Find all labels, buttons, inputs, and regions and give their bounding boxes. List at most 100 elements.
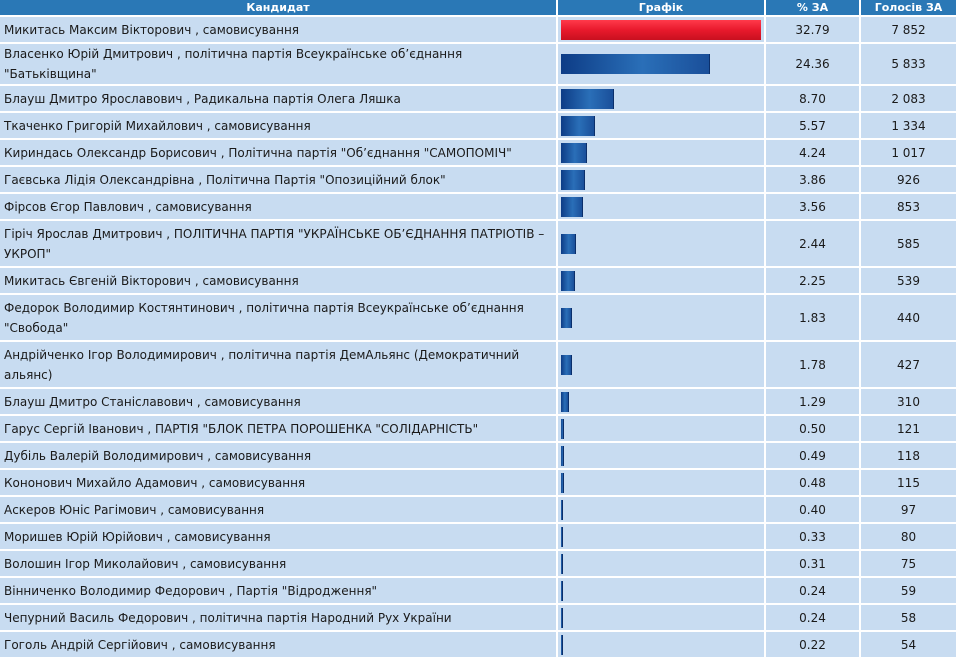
vote-bar xyxy=(561,472,564,493)
vote-bar-cell xyxy=(558,268,764,293)
table-header-row: Кандидат Графік % ЗА Голосів ЗА xyxy=(0,0,956,15)
candidate-name: Гарус Сергій Іванович , ПАРТІЯ "БЛОК ПЕТ… xyxy=(0,416,556,441)
vote-bar-cell xyxy=(558,470,764,495)
table-row: Андрійченко Ігор Володимирович , політич… xyxy=(0,342,956,387)
table-row: Блауш Дмитро Ярославович , Радикальна па… xyxy=(0,86,956,111)
vote-percent: 24.36 xyxy=(766,44,859,84)
table-row: Аскеров Юніс Рагімович , самовисування 0.… xyxy=(0,497,956,522)
vote-count: 121 xyxy=(861,416,956,441)
vote-bar xyxy=(561,526,563,547)
candidate-name: Моришев Юрій Юрійович , самовисування xyxy=(0,524,556,549)
vote-bar xyxy=(561,354,572,375)
candidate-name: Микитась Євгеній Вікторович , самовисува… xyxy=(0,268,556,293)
vote-bar-cell xyxy=(558,605,764,630)
table-row: Чепурний Василь Федорович , політична па… xyxy=(0,605,956,630)
candidate-name: Чепурний Василь Федорович , політична па… xyxy=(0,605,556,630)
table-row: Кириндась Олександр Борисович , Політичн… xyxy=(0,140,956,165)
vote-count: 310 xyxy=(861,389,956,414)
vote-bar xyxy=(561,19,761,40)
vote-bar-cell xyxy=(558,342,764,387)
vote-count: 97 xyxy=(861,497,956,522)
vote-bar xyxy=(561,418,564,439)
vote-percent: 0.24 xyxy=(766,578,859,603)
results-body: Микитась Максим Вікторович , самовисуван… xyxy=(0,17,956,657)
vote-percent: 0.50 xyxy=(766,416,859,441)
vote-count: 58 xyxy=(861,605,956,630)
vote-bar-cell xyxy=(558,140,764,165)
table-row: Гарус Сергій Іванович , ПАРТІЯ "БЛОК ПЕТ… xyxy=(0,416,956,441)
vote-bar xyxy=(561,391,569,412)
candidate-name: Блауш Дмитро Станіславович , самовисуван… xyxy=(0,389,556,414)
table-row: Микитась Євгеній Вікторович , самовисува… xyxy=(0,268,956,293)
candidate-name: Гаєвська Лідія Олександрівна , Політична… xyxy=(0,167,556,192)
vote-bar xyxy=(561,270,575,291)
vote-bar-cell xyxy=(558,632,764,657)
vote-bar xyxy=(561,233,576,254)
candidate-name: Микитась Максим Вікторович , самовисуван… xyxy=(0,17,556,42)
table-row: Кононович Михайло Адамович , самовисуван… xyxy=(0,470,956,495)
vote-percent: 3.56 xyxy=(766,194,859,219)
vote-bar-cell xyxy=(558,295,764,340)
vote-bar xyxy=(561,445,564,466)
vote-percent: 4.24 xyxy=(766,140,859,165)
header-graph[interactable]: Графік xyxy=(558,0,764,15)
vote-percent: 0.22 xyxy=(766,632,859,657)
table-row: Гоголь Андрій Сергійович , самовисування… xyxy=(0,632,956,657)
header-percent[interactable]: % ЗА xyxy=(766,0,859,15)
candidate-name: Ткаченко Григорій Михайлович , самовисув… xyxy=(0,113,556,138)
vote-bar xyxy=(561,54,710,74)
vote-bar-cell xyxy=(558,17,764,42)
candidate-name: Федорок Володимир Костянтинович , політи… xyxy=(0,295,556,340)
header-votes[interactable]: Голосів ЗА xyxy=(861,0,956,15)
vote-percent: 0.31 xyxy=(766,551,859,576)
candidate-name: Дубіль Валерій Володимирович , самовисув… xyxy=(0,443,556,468)
vote-count: 5 833 xyxy=(861,44,956,84)
candidate-name: Андрійченко Ігор Володимирович , політич… xyxy=(0,342,556,387)
candidate-name: Волошин Ігор Миколайович , самовисування xyxy=(0,551,556,576)
vote-bar xyxy=(561,142,587,163)
table-row: Федорок Володимир Костянтинович , політи… xyxy=(0,295,956,340)
vote-percent: 2.44 xyxy=(766,221,859,266)
table-row: Гаєвська Лідія Олександрівна , Політична… xyxy=(0,167,956,192)
vote-count: 1 334 xyxy=(861,113,956,138)
vote-bar-cell xyxy=(558,113,764,138)
table-row: Дубіль Валерій Володимирович , самовисув… xyxy=(0,443,956,468)
candidate-name: Вінниченко Володимир Федорович , Партія … xyxy=(0,578,556,603)
vote-bar xyxy=(561,169,585,190)
vote-bar-cell xyxy=(558,389,764,414)
vote-bar xyxy=(561,580,563,601)
vote-percent: 5.57 xyxy=(766,113,859,138)
vote-bar-cell xyxy=(558,443,764,468)
vote-count: 539 xyxy=(861,268,956,293)
table-row: Власенко Юрій Дмитрович , політична парт… xyxy=(0,44,956,84)
vote-bar xyxy=(561,607,563,628)
vote-percent: 0.48 xyxy=(766,470,859,495)
vote-bar xyxy=(561,499,563,520)
vote-count: 115 xyxy=(861,470,956,495)
candidate-name: Гіріч Ярослав Дмитрович , ПОЛІТИЧНА ПАРТ… xyxy=(0,221,556,266)
candidate-name: Аскеров Юніс Рагімович , самовисування xyxy=(0,497,556,522)
vote-bar-cell xyxy=(558,497,764,522)
vote-count: 585 xyxy=(861,221,956,266)
candidate-name: Блауш Дмитро Ярославович , Радикальна па… xyxy=(0,86,556,111)
vote-bar xyxy=(561,553,563,574)
table-row: Ткаченко Григорій Михайлович , самовисув… xyxy=(0,113,956,138)
table-row: Моришев Юрій Юрійович , самовисування 0.3… xyxy=(0,524,956,549)
table-row: Вінниченко Володимир Федорович , Партія … xyxy=(0,578,956,603)
vote-count: 440 xyxy=(861,295,956,340)
vote-count: 80 xyxy=(861,524,956,549)
vote-count: 1 017 xyxy=(861,140,956,165)
vote-bar xyxy=(561,634,563,655)
vote-count: 853 xyxy=(861,194,956,219)
vote-bar-cell xyxy=(558,167,764,192)
vote-count: 118 xyxy=(861,443,956,468)
header-candidate[interactable]: Кандидат xyxy=(0,0,556,15)
vote-percent: 0.33 xyxy=(766,524,859,549)
vote-bar xyxy=(561,88,614,109)
table-row: Волошин Ігор Миколайович , самовисування… xyxy=(0,551,956,576)
vote-bar-cell xyxy=(558,416,764,441)
candidate-name: Власенко Юрій Дмитрович , політична парт… xyxy=(0,44,556,84)
vote-percent: 32.79 xyxy=(766,17,859,42)
candidate-name: Гоголь Андрій Сергійович , самовисування xyxy=(0,632,556,657)
